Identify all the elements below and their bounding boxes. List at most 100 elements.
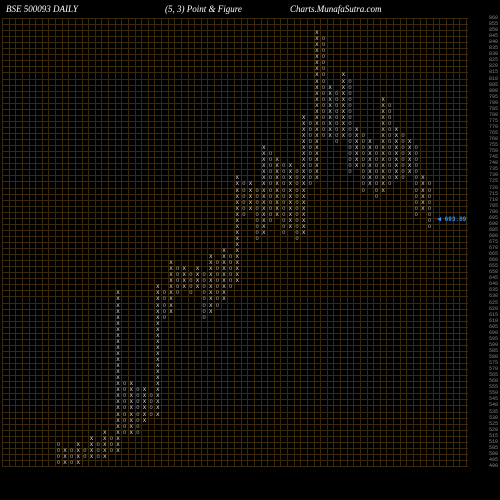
pnf-x-box: X bbox=[141, 387, 148, 393]
pnf-x-box: X bbox=[274, 188, 281, 194]
pnf-x-box: X bbox=[380, 163, 387, 169]
pnf-o-box: O bbox=[135, 399, 142, 405]
pnf-x-box: X bbox=[101, 448, 108, 454]
pnf-x-box: X bbox=[154, 375, 161, 381]
pnf-x-box: X bbox=[340, 133, 347, 139]
pnf-x-box: X bbox=[128, 424, 135, 430]
pnf-o-box: O bbox=[82, 454, 89, 460]
pnf-o-box: O bbox=[360, 157, 367, 163]
pnf-x-box: X bbox=[141, 399, 148, 405]
pnf-o-box: O bbox=[413, 169, 420, 175]
pnf-o-box: O bbox=[307, 151, 314, 157]
pnf-x-box: X bbox=[287, 181, 294, 187]
pnf-o-box: O bbox=[174, 290, 181, 296]
pnf-x-box: X bbox=[300, 181, 307, 187]
pnf-x-box: X bbox=[168, 260, 175, 266]
pnf-x-box: X bbox=[115, 375, 122, 381]
y-tick: 515 bbox=[470, 434, 498, 439]
pnf-o-box: O bbox=[373, 163, 380, 169]
pnf-x-box: X bbox=[367, 151, 374, 157]
pnf-o-box: O bbox=[386, 115, 393, 121]
pnf-o-box: O bbox=[214, 278, 221, 284]
pnf-x-box: X bbox=[168, 278, 175, 284]
pnf-o-box: O bbox=[413, 175, 420, 181]
pnf-o-box: O bbox=[294, 194, 301, 200]
pnf-x-box: X bbox=[234, 188, 241, 194]
pnf-o-box: O bbox=[267, 200, 274, 206]
pnf-o-box: O bbox=[174, 272, 181, 278]
pnf-o-box: O bbox=[214, 266, 221, 272]
pnf-x-box: X bbox=[247, 188, 254, 194]
pnf-o-box: O bbox=[360, 163, 367, 169]
pnf-o-box: O bbox=[333, 103, 340, 109]
pnf-x-box: X bbox=[261, 230, 268, 236]
pnf-o-box: O bbox=[280, 188, 287, 194]
pnf-o-box: O bbox=[68, 454, 75, 460]
pnf-x-box: X bbox=[274, 194, 281, 200]
pnf-x-box: X bbox=[154, 315, 161, 321]
pnf-o-box: O bbox=[121, 387, 128, 393]
pnf-o-box: O bbox=[148, 399, 155, 405]
pnf-x-box: X bbox=[327, 127, 334, 133]
pnf-x-box: X bbox=[115, 327, 122, 333]
pnf-x-box: X bbox=[393, 157, 400, 163]
pnf-x-box: X bbox=[340, 79, 347, 85]
pnf-x-box: X bbox=[181, 278, 188, 284]
pnf-o-box: O bbox=[121, 381, 128, 387]
pnf-o-box: O bbox=[333, 133, 340, 139]
pnf-x-box: X bbox=[75, 460, 82, 466]
pnf-o-box: O bbox=[360, 145, 367, 151]
pnf-x-box: X bbox=[261, 194, 268, 200]
pnf-x-box: X bbox=[115, 321, 122, 327]
pnf-x-box: X bbox=[247, 194, 254, 200]
pnf-x-box: X bbox=[314, 79, 321, 85]
pnf-x-box: X bbox=[287, 163, 294, 169]
pnf-x-box: X bbox=[367, 169, 374, 175]
pnf-x-box: X bbox=[115, 405, 122, 411]
pnf-x-box: X bbox=[300, 121, 307, 127]
pnf-o-box: O bbox=[360, 169, 367, 175]
pnf-o-box: O bbox=[95, 454, 102, 460]
pnf-o-box: O bbox=[307, 163, 314, 169]
pnf-x-box: X bbox=[327, 91, 334, 97]
pnf-o-box: O bbox=[386, 103, 393, 109]
pnf-x-box: X bbox=[128, 412, 135, 418]
pnf-x-box: X bbox=[380, 109, 387, 115]
pnf-x-box: X bbox=[115, 430, 122, 436]
pnf-x-box: X bbox=[353, 139, 360, 145]
pnf-o-box: O bbox=[320, 36, 327, 42]
pnf-o-box: O bbox=[214, 272, 221, 278]
pnf-o-box: O bbox=[373, 175, 380, 181]
pnf-x-box: X bbox=[314, 72, 321, 78]
pnf-x-box: X bbox=[154, 412, 161, 418]
current-price-label: ◀ 693.89 bbox=[437, 215, 466, 224]
y-tick: 535 bbox=[470, 410, 498, 415]
pnf-x-box: X bbox=[115, 315, 122, 321]
pnf-x-box: X bbox=[300, 115, 307, 121]
pnf-o-box: O bbox=[214, 284, 221, 290]
y-tick: 620 bbox=[470, 307, 498, 312]
pnf-x-box: X bbox=[62, 460, 69, 466]
pnf-o-box: O bbox=[135, 405, 142, 411]
pnf-o-box: O bbox=[320, 66, 327, 72]
pnf-x-box: X bbox=[181, 266, 188, 272]
pnf-o-box: O bbox=[201, 296, 208, 302]
pnf-x-box: X bbox=[393, 175, 400, 181]
pnf-o-box: O bbox=[267, 181, 274, 187]
pnf-x-box: X bbox=[327, 115, 334, 121]
pnf-o-box: O bbox=[413, 145, 420, 151]
pnf-o-box: O bbox=[201, 303, 208, 309]
pnf-x-box: X bbox=[154, 399, 161, 405]
pnf-o-box: O bbox=[307, 181, 314, 187]
pnf-o-box: O bbox=[386, 133, 393, 139]
pnf-o-box: O bbox=[55, 442, 62, 448]
pnf-x-box: X bbox=[300, 230, 307, 236]
pnf-o-box: O bbox=[280, 194, 287, 200]
pnf-x-box: X bbox=[274, 157, 281, 163]
pnf-o-box: O bbox=[400, 139, 407, 145]
y-tick: 610 bbox=[470, 319, 498, 324]
pnf-x-box: X bbox=[115, 296, 122, 302]
pnf-x-box: X bbox=[393, 151, 400, 157]
pnf-x-box: X bbox=[154, 381, 161, 387]
pnf-x-box: X bbox=[194, 284, 201, 290]
